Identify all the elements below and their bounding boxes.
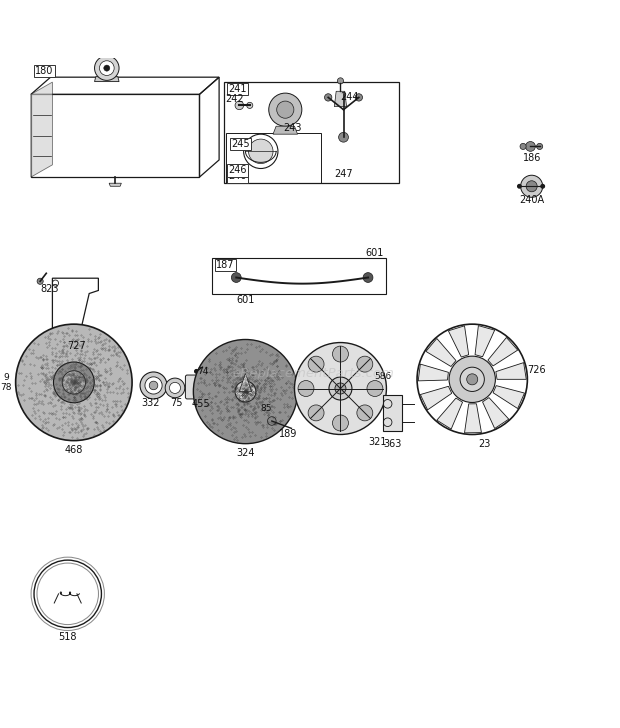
Polygon shape	[488, 338, 518, 366]
Polygon shape	[464, 404, 482, 433]
Text: 726: 726	[527, 365, 546, 375]
Circle shape	[231, 272, 241, 282]
Text: 455: 455	[192, 399, 210, 409]
Polygon shape	[239, 373, 252, 392]
Text: 74: 74	[197, 367, 208, 376]
Polygon shape	[94, 76, 119, 82]
Circle shape	[329, 377, 352, 400]
Polygon shape	[31, 82, 53, 177]
Text: 244: 244	[340, 92, 359, 103]
Polygon shape	[475, 325, 495, 357]
Polygon shape	[420, 387, 452, 410]
Text: 189: 189	[279, 430, 298, 440]
Circle shape	[16, 324, 132, 440]
Text: 242: 242	[226, 94, 244, 104]
Circle shape	[339, 132, 348, 142]
Circle shape	[332, 415, 348, 431]
Circle shape	[363, 272, 373, 282]
FancyBboxPatch shape	[185, 375, 216, 399]
Circle shape	[249, 139, 273, 164]
Text: 247: 247	[334, 169, 353, 179]
Text: 324: 324	[236, 448, 255, 458]
Circle shape	[517, 183, 522, 189]
Text: 823: 823	[40, 284, 59, 293]
Text: 240A: 240A	[519, 195, 544, 205]
Text: eReplacementParts.com: eReplacementParts.com	[232, 367, 394, 380]
Text: 241: 241	[228, 84, 247, 94]
Text: 187: 187	[216, 260, 234, 269]
Text: 601: 601	[236, 295, 255, 304]
Text: 245: 245	[231, 139, 250, 149]
Text: 85: 85	[260, 404, 272, 414]
Polygon shape	[418, 364, 448, 381]
Polygon shape	[493, 386, 525, 408]
Circle shape	[62, 371, 86, 394]
Polygon shape	[273, 126, 298, 134]
Circle shape	[460, 367, 484, 392]
Polygon shape	[109, 183, 122, 186]
Circle shape	[521, 175, 542, 197]
Circle shape	[37, 278, 43, 285]
Circle shape	[193, 339, 298, 443]
Text: 321: 321	[368, 437, 386, 447]
Polygon shape	[496, 363, 526, 379]
Circle shape	[235, 101, 244, 110]
Circle shape	[94, 56, 119, 80]
Circle shape	[294, 343, 386, 435]
Text: 601: 601	[365, 248, 383, 258]
Circle shape	[540, 183, 545, 189]
Text: 363: 363	[383, 439, 402, 448]
Circle shape	[355, 94, 363, 101]
Polygon shape	[334, 91, 347, 106]
Text: 240: 240	[228, 172, 247, 181]
Circle shape	[308, 356, 324, 372]
Circle shape	[337, 78, 343, 84]
Circle shape	[449, 356, 495, 403]
Text: 23: 23	[478, 439, 490, 448]
Circle shape	[169, 382, 180, 393]
Circle shape	[308, 405, 324, 421]
Circle shape	[526, 181, 537, 191]
Circle shape	[520, 143, 526, 149]
Text: 75: 75	[170, 398, 183, 408]
Circle shape	[99, 60, 114, 76]
Text: 332: 332	[141, 398, 160, 408]
Circle shape	[536, 143, 542, 149]
Text: 246: 246	[228, 165, 247, 175]
Text: 468: 468	[64, 445, 83, 455]
Circle shape	[268, 93, 302, 126]
Circle shape	[324, 94, 332, 101]
Circle shape	[332, 346, 348, 362]
Circle shape	[194, 369, 199, 373]
Circle shape	[298, 381, 314, 397]
Circle shape	[467, 373, 478, 385]
Circle shape	[235, 381, 256, 402]
Circle shape	[149, 381, 158, 389]
Text: 518: 518	[58, 632, 77, 641]
Polygon shape	[448, 326, 469, 357]
Text: 243: 243	[283, 123, 302, 133]
Circle shape	[526, 141, 535, 151]
Text: 727: 727	[68, 341, 86, 351]
Polygon shape	[437, 398, 463, 429]
Circle shape	[140, 372, 167, 399]
Polygon shape	[426, 339, 456, 366]
Circle shape	[165, 378, 185, 397]
Text: 180: 180	[35, 66, 53, 76]
Circle shape	[104, 65, 110, 71]
Circle shape	[335, 383, 346, 394]
Circle shape	[267, 416, 276, 425]
Text: 586: 586	[374, 372, 392, 381]
Circle shape	[277, 101, 294, 118]
Circle shape	[145, 377, 162, 394]
Circle shape	[367, 381, 383, 397]
Circle shape	[357, 356, 373, 372]
Circle shape	[357, 405, 373, 421]
Polygon shape	[482, 397, 509, 429]
Text: 9
78: 9 78	[1, 373, 12, 392]
FancyBboxPatch shape	[383, 395, 402, 432]
Circle shape	[247, 103, 253, 108]
Circle shape	[53, 362, 94, 403]
Text: 186: 186	[523, 153, 541, 163]
